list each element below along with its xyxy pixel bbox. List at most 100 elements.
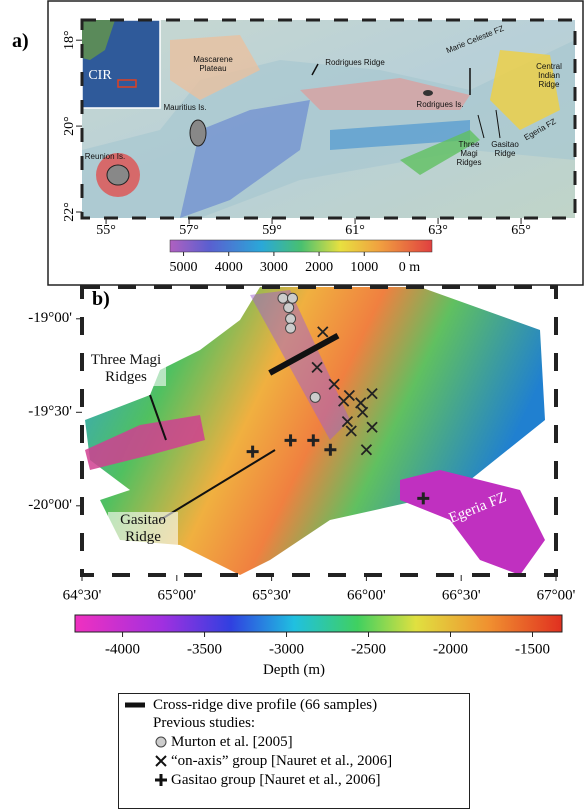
legend-text: Cross-ridge dive profile (66 samples) bbox=[153, 697, 378, 713]
on-axis-sample bbox=[311, 361, 323, 374]
on-axis-sample bbox=[366, 421, 378, 433]
gasitao-sample bbox=[417, 492, 430, 505]
rodrigues-ridge bbox=[300, 78, 470, 110]
x-tick-label: 55° bbox=[96, 223, 116, 238]
annotation: Mascarene Plateau bbox=[193, 55, 233, 73]
colorbar-label: -4000 bbox=[105, 641, 140, 657]
annotation: Rodrigues Is. bbox=[416, 100, 464, 109]
annotation: Gasitao Ridge bbox=[108, 512, 178, 546]
legend-text: Previous studies: bbox=[153, 715, 256, 731]
x-tick-label: 65°00' bbox=[157, 587, 196, 603]
reunion-island bbox=[106, 164, 130, 186]
gasitao-sample bbox=[324, 443, 337, 456]
on-axis-sample bbox=[345, 425, 357, 437]
inset-land bbox=[82, 20, 115, 60]
annotation: Mauritius Is. bbox=[163, 103, 207, 112]
y-tick-label: -19°00' bbox=[28, 310, 72, 326]
y-tick-label: -19°30' bbox=[28, 404, 72, 420]
arrow bbox=[311, 63, 319, 76]
y-tick-label: 20° bbox=[62, 116, 77, 136]
bathymetry bbox=[85, 287, 545, 575]
colorbar-label: 3000 bbox=[260, 260, 288, 275]
mauritius-island bbox=[189, 119, 207, 147]
colorbar-label: -2000 bbox=[433, 641, 468, 657]
colorbar-label: 1000 bbox=[350, 260, 378, 275]
colorbar-label: 4000 bbox=[215, 260, 243, 275]
legend-symbol bbox=[155, 736, 167, 748]
on-axis-sample bbox=[328, 378, 340, 390]
x-tick-label: 65° bbox=[511, 223, 531, 238]
annotation: Reunion Is. bbox=[84, 152, 126, 161]
colorbar-label: 0 m bbox=[399, 260, 421, 275]
inset-box bbox=[117, 79, 137, 88]
on-axis-sample bbox=[317, 326, 329, 338]
colorbar-a bbox=[169, 239, 433, 253]
murton-sample bbox=[277, 292, 289, 304]
panel-label: b) bbox=[92, 288, 110, 310]
legend-symbol bbox=[155, 774, 167, 786]
on-axis-sample bbox=[343, 389, 355, 402]
colorbar-label: 2000 bbox=[305, 260, 333, 275]
annotation: Central Indian Ridge bbox=[536, 62, 562, 89]
magi-ridges bbox=[85, 415, 205, 470]
murton-sample bbox=[283, 302, 295, 314]
colorbar-label: 5000 bbox=[170, 260, 198, 275]
murton-sample bbox=[286, 292, 298, 304]
y-tick-label: 22° bbox=[62, 202, 77, 222]
legend-symbols bbox=[125, 702, 167, 786]
on-axis-sample bbox=[355, 397, 367, 409]
y-tick-label: -20°00' bbox=[28, 497, 72, 513]
arrow bbox=[159, 449, 276, 521]
arrow bbox=[149, 394, 167, 441]
panel-b-frame bbox=[80, 285, 558, 577]
swath bbox=[400, 130, 480, 175]
ridge-swath bbox=[490, 50, 560, 130]
on-axis-sample bbox=[366, 387, 378, 400]
legend-text: Murton et al. [2005] bbox=[171, 734, 293, 750]
egeria-fz bbox=[400, 470, 545, 575]
colorbar-label: -3000 bbox=[269, 641, 304, 657]
annotation: Gasitao Ridge bbox=[491, 140, 519, 158]
x-tick-label: 66°00' bbox=[347, 587, 386, 603]
swath bbox=[330, 120, 470, 150]
legend-symbol bbox=[155, 755, 167, 767]
gasitao-sample bbox=[246, 445, 259, 458]
x-tick-label: 64°30' bbox=[63, 587, 102, 603]
colorbar-label: -2500 bbox=[351, 641, 386, 657]
colorbar-title: Depth (m) bbox=[262, 662, 326, 678]
panel-label: a) bbox=[12, 30, 29, 52]
gasitao-sample bbox=[307, 434, 320, 447]
dive-profile bbox=[268, 332, 340, 376]
panel-a-frame bbox=[80, 18, 577, 220]
x-tick-label: 63° bbox=[428, 223, 448, 238]
y-tick-label: 18° bbox=[62, 30, 77, 50]
x-tick-label: 66°30' bbox=[442, 587, 481, 603]
annotation: Rodrigues Ridge bbox=[325, 58, 385, 67]
legend: Cross-ridge dive profile (66 samples) Pr… bbox=[118, 693, 470, 809]
legend-text: Gasitao group [Nauret et al., 2006] bbox=[171, 772, 381, 788]
murton-sample bbox=[285, 313, 297, 325]
x-tick-label: 59° bbox=[262, 223, 282, 238]
axial-valley bbox=[250, 290, 350, 440]
colorbar-label: -1500 bbox=[515, 641, 550, 657]
gasitao-sample bbox=[284, 434, 297, 447]
annotation: Three Magi Ridges bbox=[86, 352, 166, 386]
rodrigues-island bbox=[423, 90, 433, 96]
murton-sample bbox=[309, 391, 321, 403]
colorbar-b bbox=[74, 614, 563, 633]
colorbar-label: -3500 bbox=[187, 641, 222, 657]
x-tick-label: 57° bbox=[179, 223, 199, 238]
legend-text: “on-axis” group [Nauret et al., 2006] bbox=[171, 753, 393, 769]
x-tick-label: 67°00' bbox=[537, 587, 576, 603]
murton-sample bbox=[285, 322, 297, 334]
on-axis-sample bbox=[341, 416, 354, 428]
x-tick-label: 65°30' bbox=[252, 587, 291, 603]
annotation: Three Magi Ridges bbox=[456, 140, 482, 167]
inset-label: CIR bbox=[88, 68, 112, 83]
on-axis-sample bbox=[360, 444, 373, 456]
arrow bbox=[495, 109, 501, 139]
on-axis-sample bbox=[356, 406, 369, 418]
arrow bbox=[477, 114, 485, 139]
